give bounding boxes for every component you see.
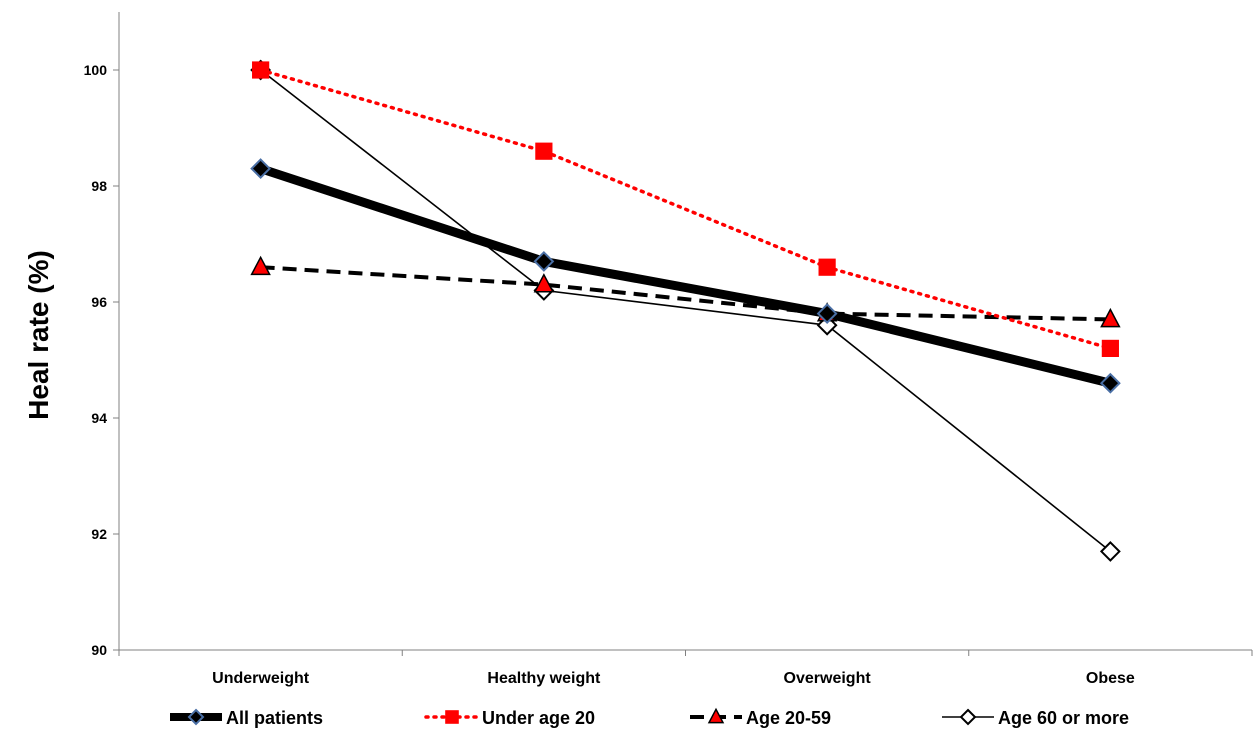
x-axis-categories: Underweight Healthy weight Overweight Obese [118,650,1253,687]
y-tick-label: 96 [91,294,107,310]
series-all-patients [250,158,1121,394]
data-point-square [818,258,836,276]
y-tick-label: 98 [91,178,107,194]
data-point-triangle [250,255,271,276]
axes [118,12,1252,651]
y-tick-label: 100 [84,62,108,78]
series-group [250,59,1121,562]
data-point-triangle [533,273,555,293]
data-point-diamond [816,303,838,325]
series-line [259,164,1112,388]
data-point-diamond [1099,372,1121,394]
x-category-label: Healthy weight [487,670,601,687]
legend-label: Age 20-59 [746,708,831,728]
data-point-triangle [707,707,725,724]
data-point-diamond [250,158,272,180]
legend-label: All patients [226,708,323,728]
series-age-60-or-more [250,59,1121,562]
series-under-age-20 [252,61,1119,357]
data-point-triangle [1100,307,1121,328]
legend: All patients Under age 20 Age 20-59 Age 60 … [170,707,1129,728]
x-category-label: Obese [1086,670,1135,687]
legend-item: Under age 20 [424,708,595,728]
x-category-label: Underweight [212,670,310,687]
data-point-square [445,710,459,724]
data-point-square [252,61,270,79]
y-axis-ticks: 90 92 94 96 98 100 [84,62,119,658]
x-category-label: Overweight [784,670,872,687]
legend-item: All patients [170,708,323,728]
y-axis-title: Heal rate (%) [23,250,54,420]
data-point-square [1101,339,1119,357]
data-point-square [535,142,553,160]
series-line [260,265,1111,322]
data-point-diamond [533,250,555,272]
y-tick-label: 90 [91,642,107,658]
data-point-diamond [959,708,977,726]
legend-label: Age 60 or more [998,708,1129,728]
legend-item: Age 20-59 [690,707,831,728]
series-line [258,68,1113,351]
legend-label: Under age 20 [482,708,595,728]
data-point-diamond [187,708,205,726]
y-tick-label: 94 [91,410,107,426]
series-line [260,69,1111,553]
y-tick-label: 92 [91,526,107,542]
legend-item: Age 60 or more [942,708,1129,728]
data-point-diamond [1099,540,1121,562]
